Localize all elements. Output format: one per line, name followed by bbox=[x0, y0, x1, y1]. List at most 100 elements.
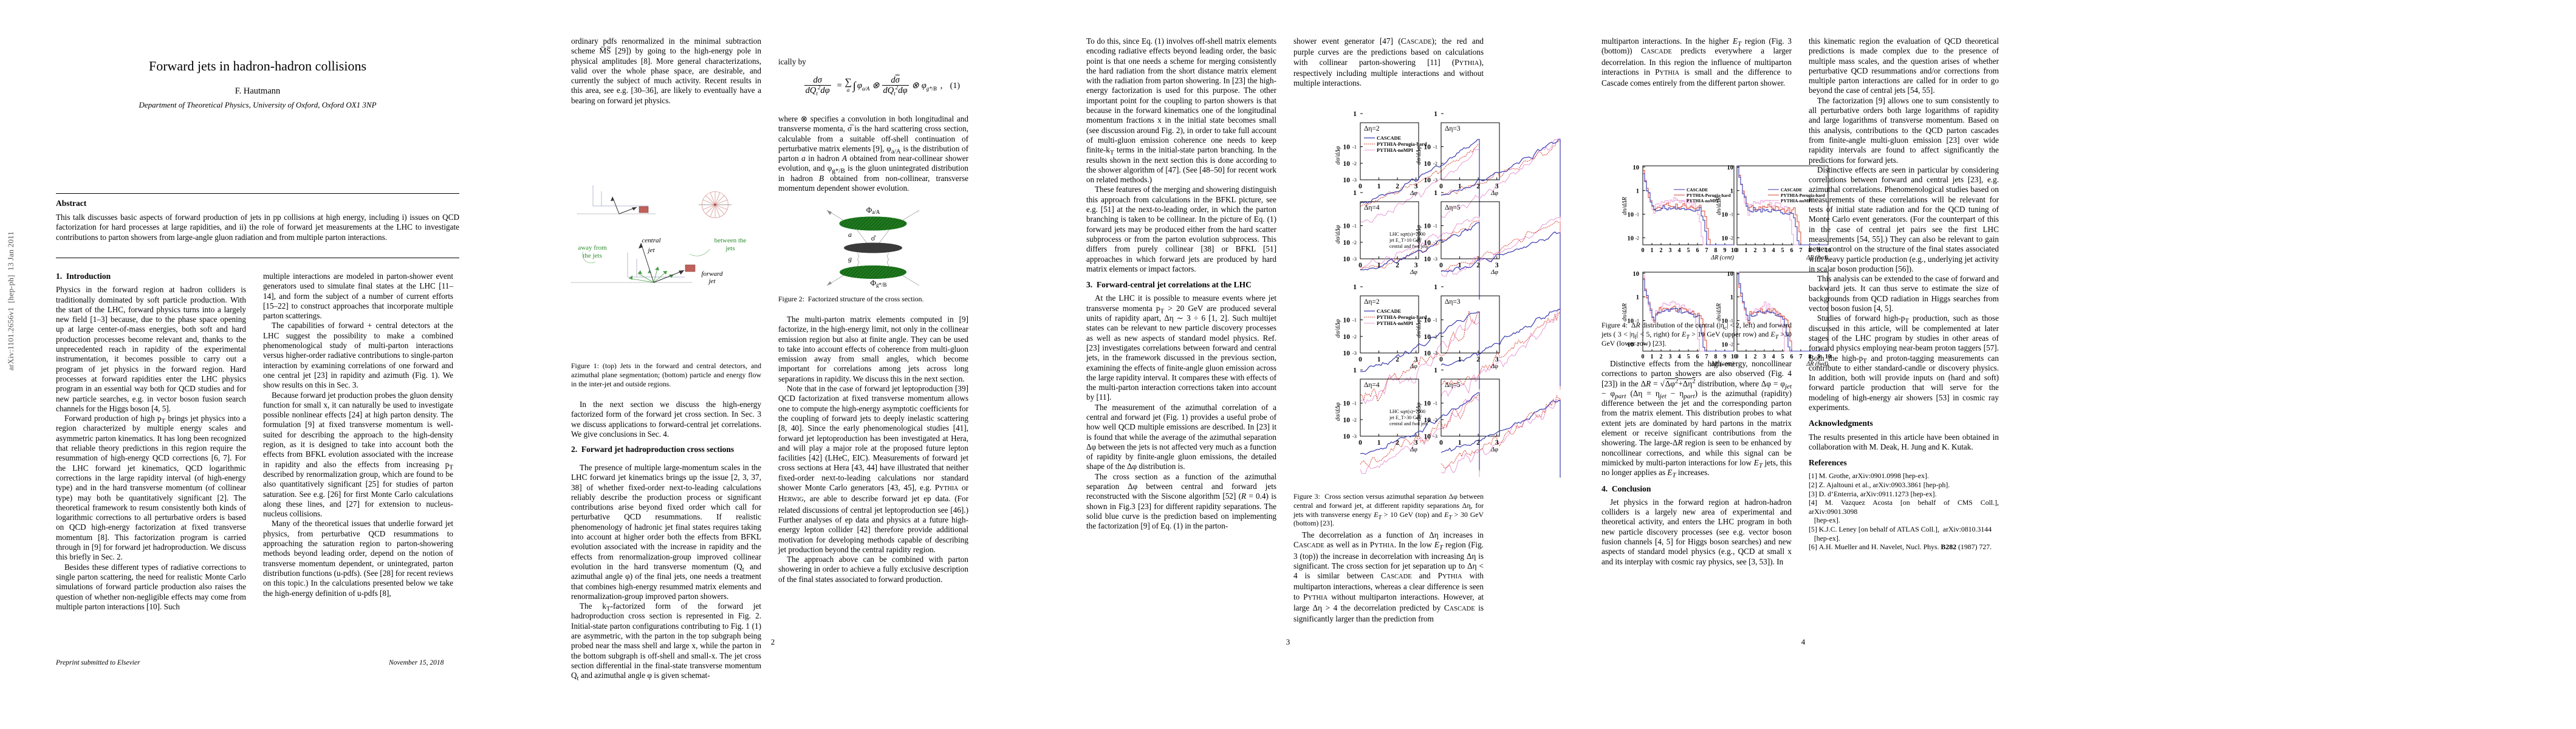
svg-text:10: 10 bbox=[1633, 165, 1640, 171]
svg-text:dn/dΔR: dn/dΔR bbox=[1716, 197, 1722, 215]
svg-text:1: 1 bbox=[1458, 262, 1462, 269]
svg-text:0: 0 bbox=[1439, 262, 1443, 269]
svg-text:0: 0 bbox=[1358, 262, 1362, 269]
svg-text:10: 10 bbox=[1424, 433, 1431, 440]
svg-text:-2: -2 bbox=[1352, 239, 1357, 245]
svg-text:2: 2 bbox=[1396, 262, 1399, 269]
svg-text:between the: between the bbox=[714, 237, 747, 244]
svg-text:-3: -3 bbox=[1352, 350, 1357, 356]
svg-text:-1: -1 bbox=[1352, 223, 1357, 229]
svg-text:1: 1 bbox=[1458, 356, 1462, 363]
svg-text:1: 1 bbox=[1651, 247, 1654, 254]
svg-text:10: 10 bbox=[1343, 239, 1351, 247]
svg-text:10: 10 bbox=[1424, 334, 1431, 341]
svg-text:1: 1 bbox=[1353, 190, 1357, 197]
svg-text:CASCADE: CASCADE bbox=[1781, 187, 1802, 193]
svg-text:dσ/dΔφ: dσ/dΔφ bbox=[1416, 319, 1422, 338]
svg-text:10: 10 bbox=[1722, 235, 1728, 242]
svg-text:jet: jet bbox=[647, 247, 656, 254]
svg-text:Δφ: Δφ bbox=[1490, 190, 1498, 197]
svg-text:10: 10 bbox=[1722, 212, 1728, 219]
svg-text:dn/dΔR: dn/dΔR bbox=[1716, 303, 1722, 321]
svg-text:2: 2 bbox=[1754, 247, 1757, 254]
svg-text:10: 10 bbox=[1424, 177, 1431, 184]
svg-text:-3: -3 bbox=[1433, 256, 1437, 262]
svg-text:10: 10 bbox=[1343, 223, 1351, 230]
svg-text:10: 10 bbox=[1628, 235, 1634, 242]
svg-text:7: 7 bbox=[1705, 247, 1708, 254]
svg-text:Δφ: Δφ bbox=[1490, 269, 1498, 276]
svg-text:σ̂: σ̂ bbox=[871, 234, 876, 242]
svg-text:jet: jet bbox=[708, 278, 716, 285]
svg-text:10: 10 bbox=[1424, 223, 1431, 230]
svg-text:1: 1 bbox=[1377, 356, 1381, 363]
svg-text:g: g bbox=[848, 255, 852, 263]
svg-text:-2: -2 bbox=[1352, 160, 1357, 166]
svg-text:10: 10 bbox=[1424, 400, 1431, 408]
svg-text:6: 6 bbox=[1790, 247, 1793, 254]
svg-text:2: 2 bbox=[1476, 262, 1480, 269]
svg-text:0: 0 bbox=[1439, 183, 1443, 190]
svg-text:dn/dΔR: dn/dΔR bbox=[1622, 197, 1628, 215]
svg-text:PYTHIA-noMPI: PYTHIA-noMPI bbox=[1781, 198, 1813, 204]
svg-text:dσ/dΔφ: dσ/dΔφ bbox=[1335, 319, 1341, 338]
svg-text:-2: -2 bbox=[1433, 417, 1437, 423]
svg-text:1: 1 bbox=[1434, 190, 1437, 197]
svg-text:-2: -2 bbox=[1433, 239, 1437, 245]
svg-text:1: 1 bbox=[1636, 295, 1639, 301]
svg-text:10: 10 bbox=[1424, 350, 1431, 357]
svg-text:2: 2 bbox=[1476, 356, 1480, 363]
svg-text:10: 10 bbox=[1633, 271, 1640, 278]
svg-text:Δη=3: Δη=3 bbox=[1445, 298, 1461, 306]
svg-text:central: central bbox=[642, 237, 660, 244]
svg-text:dn/dΔR: dn/dΔR bbox=[1622, 303, 1628, 321]
svg-text:1: 1 bbox=[1377, 183, 1381, 190]
svg-text:-3: -3 bbox=[1352, 433, 1357, 439]
svg-text:-3: -3 bbox=[1352, 256, 1357, 262]
svg-text:10: 10 bbox=[1628, 212, 1634, 219]
svg-text:Φg*/B: Φg*/B bbox=[870, 278, 886, 288]
svg-text:-1: -1 bbox=[1352, 144, 1357, 150]
svg-text:Δη=3: Δη=3 bbox=[1445, 125, 1461, 132]
svg-text:0: 0 bbox=[1358, 183, 1362, 190]
svg-text:-3: -3 bbox=[1352, 177, 1357, 183]
svg-text:0: 0 bbox=[1358, 439, 1362, 447]
svg-text:CASCADE: CASCADE bbox=[1377, 309, 1402, 314]
svg-text:-1: -1 bbox=[1352, 317, 1357, 323]
svg-text:forward: forward bbox=[701, 270, 723, 278]
svg-text:Δη=4: Δη=4 bbox=[1364, 382, 1380, 389]
svg-text:-2: -2 bbox=[1433, 160, 1437, 166]
svg-text:5: 5 bbox=[1687, 247, 1690, 254]
svg-text:1: 1 bbox=[1458, 439, 1462, 447]
svg-text:-1: -1 bbox=[1433, 317, 1437, 323]
svg-text:0: 0 bbox=[1642, 247, 1645, 254]
svg-text:10: 10 bbox=[1343, 417, 1351, 424]
svg-text:10: 10 bbox=[1727, 271, 1734, 278]
svg-text:-2: -2 bbox=[1433, 334, 1437, 340]
svg-text:10: 10 bbox=[1343, 433, 1351, 440]
svg-text:a: a bbox=[848, 230, 852, 239]
svg-text:10: 10 bbox=[1343, 350, 1351, 357]
svg-text:Δη=5: Δη=5 bbox=[1445, 382, 1461, 389]
svg-text:Δη=2: Δη=2 bbox=[1364, 298, 1380, 306]
svg-text:10: 10 bbox=[1424, 160, 1431, 168]
svg-text:2: 2 bbox=[1396, 356, 1399, 363]
svg-text:-2: -2 bbox=[1352, 417, 1357, 423]
svg-text:10: 10 bbox=[1424, 317, 1431, 324]
svg-text:CASCADE: CASCADE bbox=[1377, 135, 1402, 141]
svg-text:1: 1 bbox=[1636, 188, 1639, 195]
svg-text:2: 2 bbox=[1476, 439, 1480, 447]
svg-text:-3: -3 bbox=[1433, 433, 1437, 439]
svg-text:10: 10 bbox=[1343, 144, 1351, 151]
svg-text:10: 10 bbox=[1343, 400, 1351, 408]
svg-text:2: 2 bbox=[1476, 183, 1480, 190]
svg-text:10: 10 bbox=[1343, 160, 1351, 168]
svg-text:1: 1 bbox=[1434, 111, 1437, 118]
svg-text:0: 0 bbox=[1439, 356, 1443, 363]
svg-text:dσ/dΔφ: dσ/dΔφ bbox=[1335, 402, 1341, 421]
svg-text:Δη=5: Δη=5 bbox=[1445, 204, 1461, 211]
svg-text:dσ/dΔφ: dσ/dΔφ bbox=[1335, 146, 1341, 165]
svg-text:PYTHIA-noMPI: PYTHIA-noMPI bbox=[1377, 148, 1413, 153]
svg-text:3: 3 bbox=[1495, 262, 1499, 269]
svg-text:1: 1 bbox=[1730, 188, 1733, 195]
